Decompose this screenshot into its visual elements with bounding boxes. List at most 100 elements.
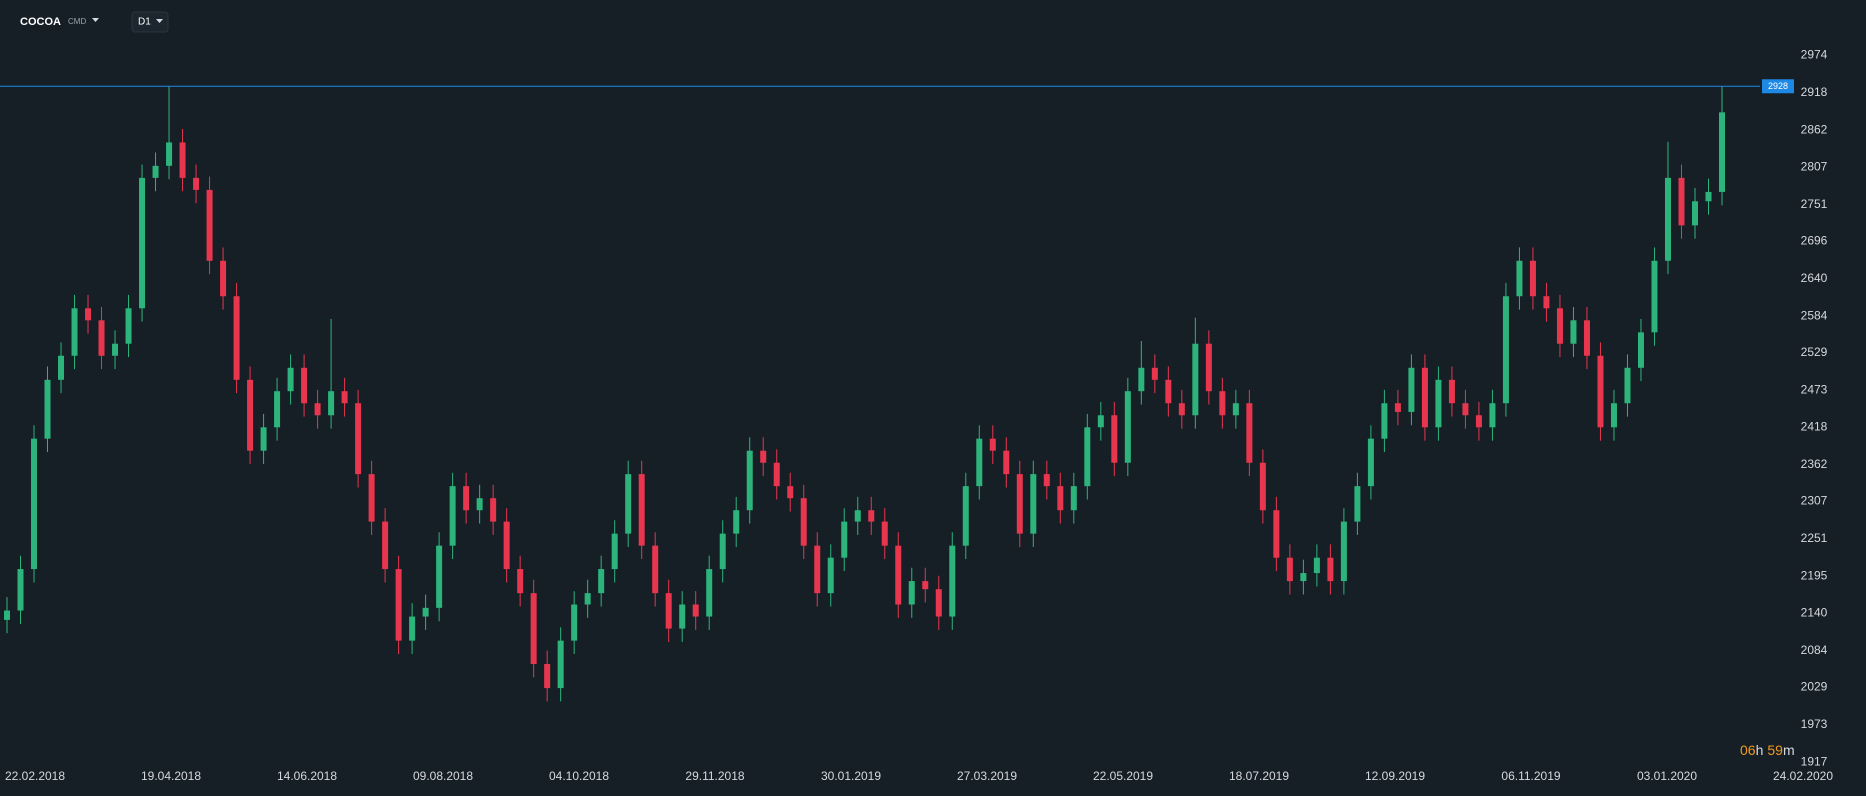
- candle-body: [800, 498, 807, 546]
- candle-body: [463, 486, 470, 511]
- candle-body: [625, 474, 632, 534]
- candle-body: [1057, 486, 1064, 511]
- candle-body: [1637, 332, 1644, 368]
- candle-body: [1381, 403, 1388, 439]
- x-tick-label: 30.01.2019: [821, 769, 881, 783]
- candle-body: [787, 486, 794, 499]
- y-tick-label: 2473: [1801, 383, 1828, 397]
- candle-body: [1111, 415, 1118, 463]
- candle-body: [1543, 296, 1550, 309]
- candle-body: [395, 569, 402, 641]
- candle-body: [746, 450, 753, 511]
- candle-body: [1313, 557, 1320, 574]
- candle-body: [85, 308, 92, 321]
- candle-body: [328, 391, 335, 416]
- candle-body: [868, 510, 875, 522]
- candle-body: [881, 521, 888, 546]
- dropdown-arrow[interactable]: [156, 19, 163, 23]
- candle-body: [1651, 260, 1658, 333]
- candle-body: [1340, 521, 1347, 582]
- candle-body: [1408, 367, 1415, 412]
- x-tick-label: 12.09.2019: [1365, 769, 1425, 783]
- timeframe-box[interactable]: [131, 11, 169, 33]
- candle-body: [1138, 367, 1145, 392]
- x-tick-label: 18.07.2019: [1229, 769, 1289, 783]
- candle-body: [1003, 450, 1010, 475]
- candle-body: [922, 581, 929, 590]
- candle-body: [274, 391, 281, 428]
- candle-body: [233, 296, 240, 380]
- candle-body: [341, 391, 348, 404]
- x-tick-label: 22.05.2019: [1093, 769, 1153, 783]
- y-tick-label: 2862: [1801, 123, 1828, 137]
- symbol-selector[interactable]: COCOA CMD: [20, 16, 99, 28]
- candle-body: [1691, 201, 1698, 226]
- x-tick-label: 29.11.2018: [685, 769, 744, 783]
- candle-body: [1719, 112, 1725, 192]
- candle-body: [773, 462, 780, 487]
- dropdown-arrow[interactable]: [92, 18, 99, 22]
- candle-body: [1178, 403, 1185, 416]
- x-tick-label: 06.11.2019: [1501, 769, 1560, 783]
- candle-body: [841, 521, 848, 558]
- y-tick-label: 2362: [1801, 457, 1828, 471]
- candle-body: [1583, 320, 1590, 356]
- candle-body: [166, 142, 173, 166]
- candle-body: [193, 177, 200, 190]
- candle-body: [1664, 177, 1671, 261]
- x-tick-label: 03.01.2020: [1637, 769, 1697, 783]
- candle-body: [814, 545, 821, 594]
- candle-body: [733, 510, 740, 534]
- candle-body: [58, 355, 65, 380]
- candle-body: [1192, 343, 1199, 416]
- candle-body: [1300, 573, 1307, 582]
- candle-body: [247, 379, 254, 451]
- candle-body: [1570, 320, 1577, 344]
- candle-body: [1529, 260, 1536, 297]
- candle-body: [1421, 367, 1428, 428]
- market[interactable]: CMD: [68, 17, 86, 26]
- candle-body: [1705, 191, 1712, 202]
- candle-body: [1016, 474, 1023, 534]
- candle-body: [692, 604, 699, 617]
- candle-body: [1273, 510, 1280, 558]
- timeframe[interactable]: D1: [138, 17, 151, 28]
- y-tick-label: 2140: [1801, 605, 1828, 619]
- y-tick-label: 2029: [1801, 680, 1828, 694]
- candle-body: [139, 177, 146, 309]
- candle-body: [1246, 403, 1253, 463]
- countdown-minutes: 59: [1767, 742, 1783, 758]
- x-tick-label: 04.10.2018: [549, 769, 609, 783]
- y-tick-label: 2418: [1801, 419, 1828, 433]
- candle-body: [260, 427, 267, 451]
- symbol[interactable]: COCOA: [20, 16, 61, 28]
- candle-body: [1624, 367, 1631, 404]
- y-tick-label: 2251: [1801, 531, 1828, 545]
- candle-body: [1354, 486, 1361, 522]
- candle-body: [314, 403, 321, 416]
- y-tick-label: 2696: [1801, 234, 1828, 248]
- candle-body: [1084, 427, 1091, 487]
- timeframe-selector[interactable]: D1: [131, 11, 169, 33]
- candle-body: [179, 142, 186, 178]
- candle-body: [584, 593, 591, 605]
- y-tick-label: 1973: [1801, 717, 1828, 731]
- candle-body: [112, 343, 119, 356]
- candle-body: [652, 545, 659, 594]
- candle-body: [1232, 403, 1239, 416]
- candle-body: [1556, 308, 1563, 344]
- candle-body: [760, 450, 767, 463]
- candle-body: [530, 593, 537, 665]
- candle-body: [1516, 260, 1523, 297]
- candle-body: [1394, 403, 1401, 412]
- countdown-hours: 06: [1740, 742, 1756, 758]
- candle-body: [557, 640, 564, 689]
- candle-body: [436, 545, 443, 608]
- y-tick-label: 1917: [1801, 754, 1828, 768]
- candle-body: [98, 320, 105, 356]
- candle-body: [1030, 474, 1037, 534]
- y-tick-label: 2584: [1801, 308, 1828, 322]
- candle-body: [368, 474, 375, 522]
